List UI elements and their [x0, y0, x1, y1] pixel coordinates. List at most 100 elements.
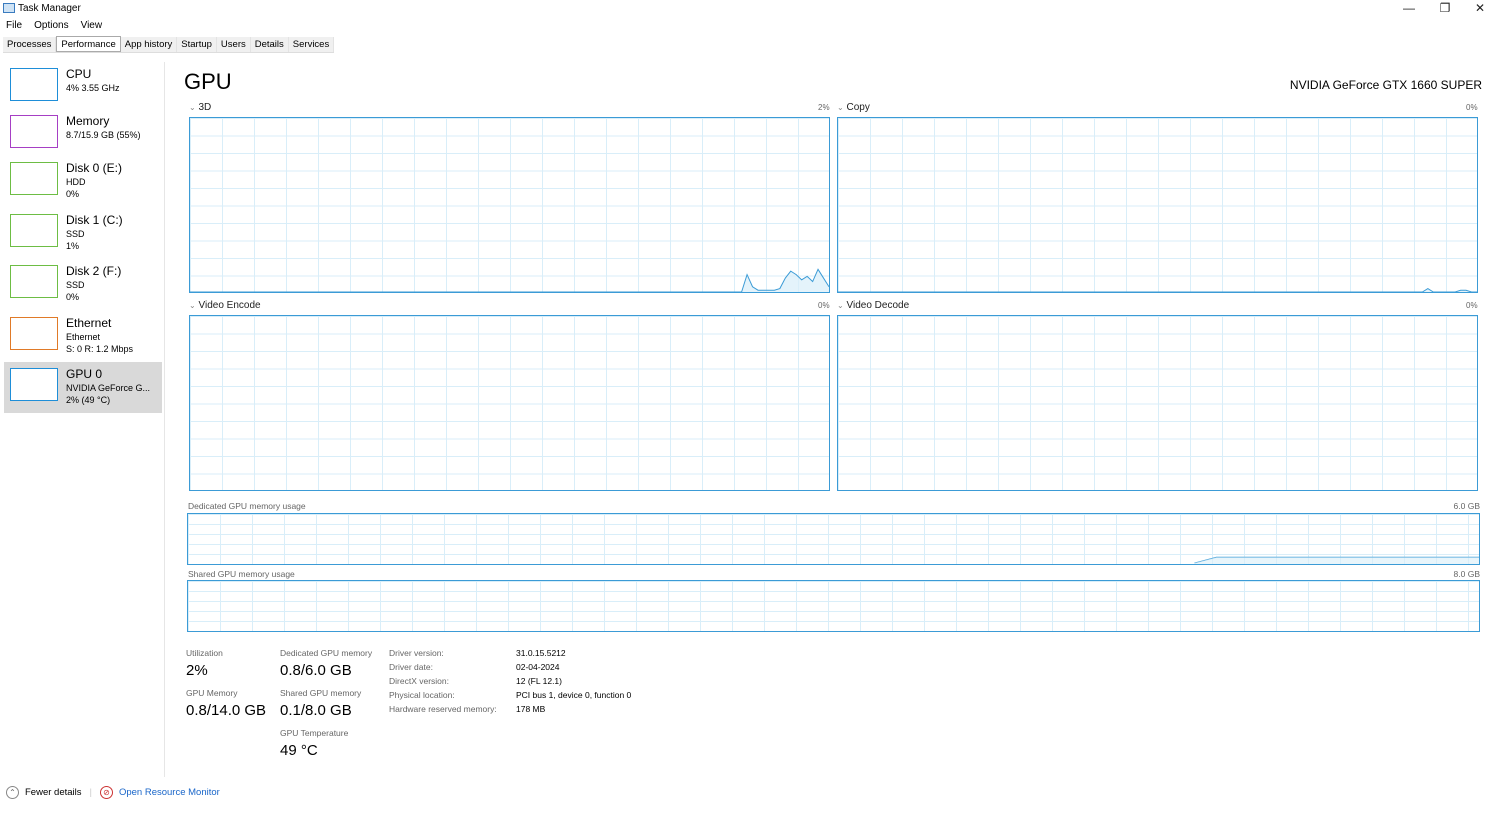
mini-graph: [10, 214, 58, 247]
menu-view[interactable]: View: [80, 20, 103, 31]
utilization-value: 2%: [186, 662, 208, 679]
engine-percent: 2%: [818, 103, 830, 112]
mini-graph: [10, 68, 58, 101]
engine-graph-video-decode: [837, 315, 1478, 491]
engine-history-line: [190, 268, 829, 292]
gpu-temperature-value: 49 °C: [280, 742, 318, 759]
engine-graph-copy: [837, 117, 1478, 293]
engine-label[interactable]: ⌄ Copy: [837, 102, 870, 113]
tab-details[interactable]: Details: [251, 37, 289, 52]
info-value: 31.0.15.5212: [516, 648, 566, 658]
window-title: Task Manager: [18, 3, 81, 14]
gpu-memory-value: 0.8/14.0 GB: [186, 702, 267, 719]
sidebar-item-name: Disk 1 (C:): [66, 213, 123, 227]
sidebar-item-disk-0-e[interactable]: Disk 0 (E:) HDD 0%: [4, 156, 162, 207]
info-value: 02-04-2024: [516, 662, 560, 672]
minimize-button[interactable]: —: [1403, 1, 1415, 15]
dedicated-memory-label: Dedicated GPU memory usage: [188, 501, 306, 511]
gpu-memory-label: GPU Memory: [186, 688, 238, 698]
menu-options[interactable]: Options: [34, 20, 69, 31]
footer: ⌃ Fewer details | ⊘ Open Resource Monito…: [6, 786, 220, 799]
sidebar-item-detail: NVIDIA GeForce G...: [66, 383, 151, 393]
sidebar-item-detail: 0%: [66, 189, 80, 199]
gpu-name: NVIDIA GeForce GTX 1660 SUPER: [1289, 78, 1482, 92]
sidebar-item-detail: 1%: [66, 241, 80, 251]
sidebar-item-detail: 4% 3.55 GHz: [66, 83, 120, 93]
sidebar-item-detail: 0%: [66, 292, 80, 302]
sidebar-item-detail: S: 0 R: 1.2 Mbps: [66, 344, 134, 354]
chevron-down-icon: ⌄: [189, 103, 196, 112]
sidebar-item-name: Ethernet: [66, 316, 112, 330]
menu-file[interactable]: File: [6, 20, 23, 31]
engine-name: Video Encode: [198, 300, 261, 311]
shared-memory-label: Shared GPU memory usage: [188, 569, 295, 579]
sidebar-item-name: Disk 0 (E:): [66, 161, 123, 175]
engine-percent: 0%: [1466, 301, 1478, 310]
mini-graph: [10, 265, 58, 298]
shared-memory-max: 8.0 GB: [1453, 569, 1480, 579]
restore-button[interactable]: ❐: [1439, 1, 1451, 15]
dedicated-memory-graph: [187, 513, 1480, 565]
tab-services[interactable]: Services: [289, 37, 335, 52]
info-value: PCI bus 1, device 0, function 0: [516, 690, 632, 700]
tab-performance[interactable]: Performance: [56, 36, 121, 52]
engine-label[interactable]: ⌄ 3D: [189, 102, 211, 113]
tab-users[interactable]: Users: [217, 37, 251, 52]
tab-startup[interactable]: Startup: [177, 37, 217, 52]
engine-label[interactable]: ⌄ Video Decode: [837, 300, 909, 311]
sidebar-item-detail: SSD: [66, 280, 85, 290]
info-key: DirectX version:: [389, 676, 449, 686]
open-resource-monitor-link[interactable]: Open Resource Monitor: [118, 787, 220, 798]
info-key: Driver date:: [389, 662, 433, 672]
task-manager-icon: [3, 3, 15, 13]
info-key: Physical location:: [389, 690, 455, 700]
dedicated-memory-value: 0.8/6.0 GB: [280, 662, 352, 679]
info-key: Driver version:: [389, 648, 444, 658]
engine-history-line: [838, 287, 1477, 292]
resource-monitor-icon: ⊘: [99, 786, 113, 799]
sidebar-item-detail: 8.7/15.9 GB (55%): [66, 130, 141, 140]
sidebar-item-detail: HDD: [66, 177, 86, 187]
sidebar-item-detail: 2% (49 °C): [66, 395, 111, 405]
gpu-temperature-label: GPU Temperature: [280, 728, 349, 738]
info-value: 178 MB: [516, 704, 546, 714]
close-button[interactable]: ✕: [1474, 1, 1486, 15]
engine-percent: 0%: [1466, 103, 1478, 112]
title-bar: Task Manager — ❐ ✕: [0, 0, 1500, 18]
sidebar: CPU 4% 3.55 GHz Memory 8.7/15.9 GB (55%) Dis…: [0, 62, 165, 777]
shared-memory-stat-label: Shared GPU memory: [280, 688, 362, 698]
info-value: 12 (FL 12.1): [516, 676, 562, 686]
sidebar-item-name: Disk 2 (F:): [66, 264, 122, 278]
sidebar-item-gpu-0[interactable]: GPU 0 NVIDIA GeForce G... 2% (49 °C): [4, 362, 162, 413]
sidebar-item-ethernet[interactable]: Ethernet Ethernet S: 0 R: 1.2 Mbps: [4, 311, 162, 362]
fewer-details-button[interactable]: Fewer details: [25, 787, 82, 798]
tab-processes[interactable]: Processes: [3, 37, 57, 52]
sidebar-item-memory[interactable]: Memory 8.7/15.9 GB (55%): [4, 109, 162, 160]
engine-label[interactable]: ⌄ Video Encode: [189, 300, 261, 311]
sidebar-item-disk-2-f[interactable]: Disk 2 (F:) SSD 0%: [4, 259, 162, 310]
mini-graph: [10, 162, 58, 195]
engine-history-area: [838, 288, 1477, 292]
sidebar-item-name: CPU: [66, 67, 92, 81]
chevron-down-icon: ⌄: [837, 301, 844, 310]
engine-name: Copy: [846, 102, 870, 113]
engine-name: Video Decode: [846, 300, 910, 311]
chevron-up-icon[interactable]: ⌃: [6, 786, 19, 799]
sidebar-item-cpu[interactable]: CPU 4% 3.55 GHz: [4, 62, 162, 113]
utilization-label: Utilization: [186, 648, 223, 658]
shared-memory-graph: [187, 580, 1480, 632]
mini-graph: [10, 368, 58, 401]
tab-app-history[interactable]: App history: [121, 37, 178, 52]
chevron-down-icon: ⌄: [189, 301, 196, 310]
engine-history-area: [190, 269, 829, 292]
engine-name: 3D: [198, 102, 212, 113]
page-title: GPU: [184, 69, 232, 94]
tab-bar: Processes Performance App history Startup Us…: [3, 36, 335, 53]
sidebar-item-name: GPU 0: [66, 367, 103, 381]
sidebar-item-disk-1-c[interactable]: Disk 1 (C:) SSD 1%: [4, 208, 162, 259]
engine-graph-3d: [189, 117, 830, 293]
chevron-down-icon: ⌄: [837, 103, 844, 112]
mini-graph: [10, 317, 58, 350]
engine-percent: 0%: [818, 301, 830, 310]
sidebar-item-detail: SSD: [66, 229, 85, 239]
